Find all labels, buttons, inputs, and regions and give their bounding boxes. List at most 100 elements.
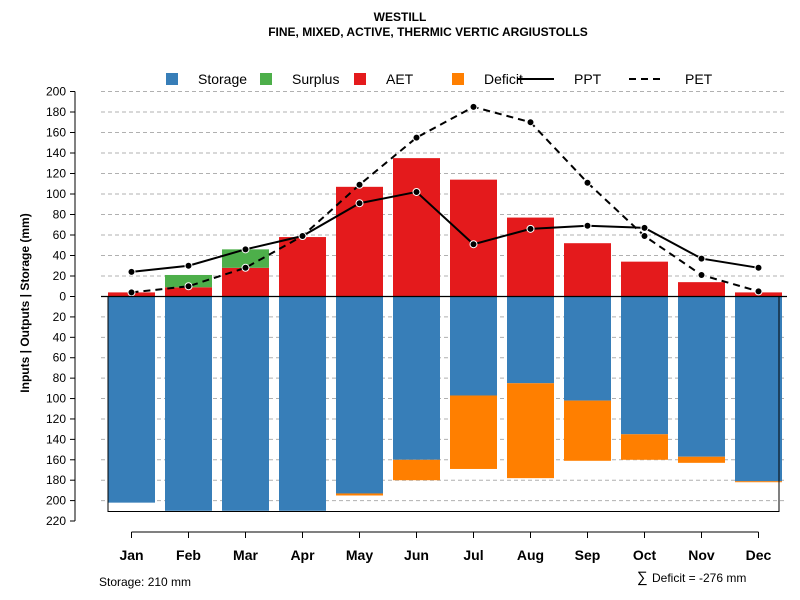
bar-deficit [336, 493, 383, 496]
pet-point [583, 178, 592, 187]
y-tick-label: 180 [46, 105, 66, 119]
legend-label-surplus: Surplus [292, 71, 339, 87]
storage-frame [107, 296, 780, 512]
pet-point [697, 270, 706, 279]
ppt-point [241, 245, 250, 254]
y-tick-label: 160 [46, 453, 66, 467]
y-tick-label: 100 [46, 187, 66, 201]
month-label-aug: Aug [517, 547, 544, 563]
y-tick-label: 160 [46, 126, 66, 140]
deficit-total: Deficit = -276 mm [652, 571, 746, 585]
bar-storage [165, 296, 212, 511]
pet-point [355, 180, 364, 189]
bar-storage [393, 296, 440, 460]
legend-swatch-aet [354, 73, 366, 85]
y-tick-label: 60 [53, 351, 67, 365]
bars [108, 158, 782, 511]
bar-storage [222, 296, 269, 511]
legend-swatch-deficit [452, 73, 464, 85]
bar-storage [450, 296, 497, 396]
y-tick-label: 80 [53, 371, 67, 385]
month-label-jun: Jun [404, 547, 429, 563]
y-tick-label: 180 [46, 473, 66, 487]
y-tick-label: 20 [53, 310, 67, 324]
pet-line [131, 105, 759, 294]
chart-title: WESTILL [374, 10, 427, 24]
ppt-point [754, 263, 763, 272]
y-tick-label: 200 [46, 85, 66, 99]
month-label-sep: Sep [575, 547, 601, 563]
bar-storage [279, 296, 326, 511]
month-label-apr: Apr [290, 547, 315, 563]
ppt-point [355, 199, 364, 208]
ppt-point [697, 254, 706, 263]
legend-label-pet: PET [685, 71, 713, 87]
month-label-mar: Mar [233, 547, 258, 563]
bar-aet [393, 158, 440, 297]
y-tick-label: 140 [46, 146, 66, 160]
bar-deficit [393, 459, 440, 481]
ppt-point [583, 221, 592, 230]
month-label-nov: Nov [688, 547, 715, 563]
bar-deficit [678, 456, 725, 463]
y-tick-label: 40 [53, 330, 67, 344]
y-tick-label: 120 [46, 412, 66, 426]
y-tick-label: 140 [46, 432, 66, 446]
ppt-point [526, 224, 535, 233]
y-tick-label: 0 [59, 290, 66, 304]
storage-total: Storage: 210 mm [99, 575, 191, 589]
ppt-point [469, 240, 478, 249]
bar-storage [108, 296, 155, 503]
bar-surplus [165, 274, 212, 288]
legend-swatch-storage [166, 73, 178, 85]
ppt-point [412, 187, 421, 196]
ppt-point [640, 223, 649, 232]
bar-deficit [507, 383, 554, 479]
bar-storage [621, 296, 668, 435]
y-tick-label: 220 [46, 514, 66, 528]
bar-storage [678, 296, 725, 457]
bar-storage [336, 296, 383, 494]
month-label-feb: Feb [176, 547, 201, 563]
y-tick-label: 200 [46, 494, 66, 508]
bar-aet [678, 282, 725, 297]
pet-point [412, 133, 421, 142]
month-label-dec: Dec [746, 547, 772, 563]
bar-aet [450, 179, 497, 297]
bar-aet [621, 261, 668, 297]
pet-point [298, 232, 307, 241]
ppt-point [184, 261, 193, 270]
legend-label-aet: AET [386, 71, 414, 87]
pet-point [184, 282, 193, 291]
bar-deficit [735, 481, 782, 483]
pet-point [241, 263, 250, 272]
legend-label-ppt: PPT [574, 71, 602, 87]
sum-symbol: ∑ [637, 569, 648, 586]
y-tick-label: 100 [46, 392, 66, 406]
legend-label-storage: Storage [198, 71, 247, 87]
pet-point [640, 232, 649, 241]
pet-point [127, 288, 136, 297]
lines [127, 102, 763, 297]
y-tick-label: 120 [46, 167, 66, 181]
axes: 2001801601401201008060402002040608010012… [46, 85, 787, 563]
y-axis-label: Inputs | Outputs | Storage (mm) [18, 213, 32, 392]
month-label-may: May [346, 547, 373, 563]
bar-deficit [621, 434, 668, 460]
bar-deficit [450, 395, 497, 469]
y-tick-label: 80 [53, 208, 67, 222]
pet-point [754, 287, 763, 296]
bar-aet [279, 237, 326, 297]
y-tick-label: 60 [53, 228, 67, 242]
y-tick-label: 20 [53, 269, 67, 283]
pet-point [469, 102, 478, 111]
chart-subtitle: FINE, MIXED, ACTIVE, THERMIC VERTIC ARGI… [268, 25, 588, 39]
y-tick-label: 40 [53, 249, 67, 263]
month-label-jul: Jul [463, 547, 483, 563]
month-label-jan: Jan [119, 547, 143, 563]
bar-storage [564, 296, 611, 401]
bar-storage [735, 296, 782, 482]
ppt-line [131, 190, 759, 273]
pet-point [526, 118, 535, 127]
bar-aet [564, 243, 611, 297]
